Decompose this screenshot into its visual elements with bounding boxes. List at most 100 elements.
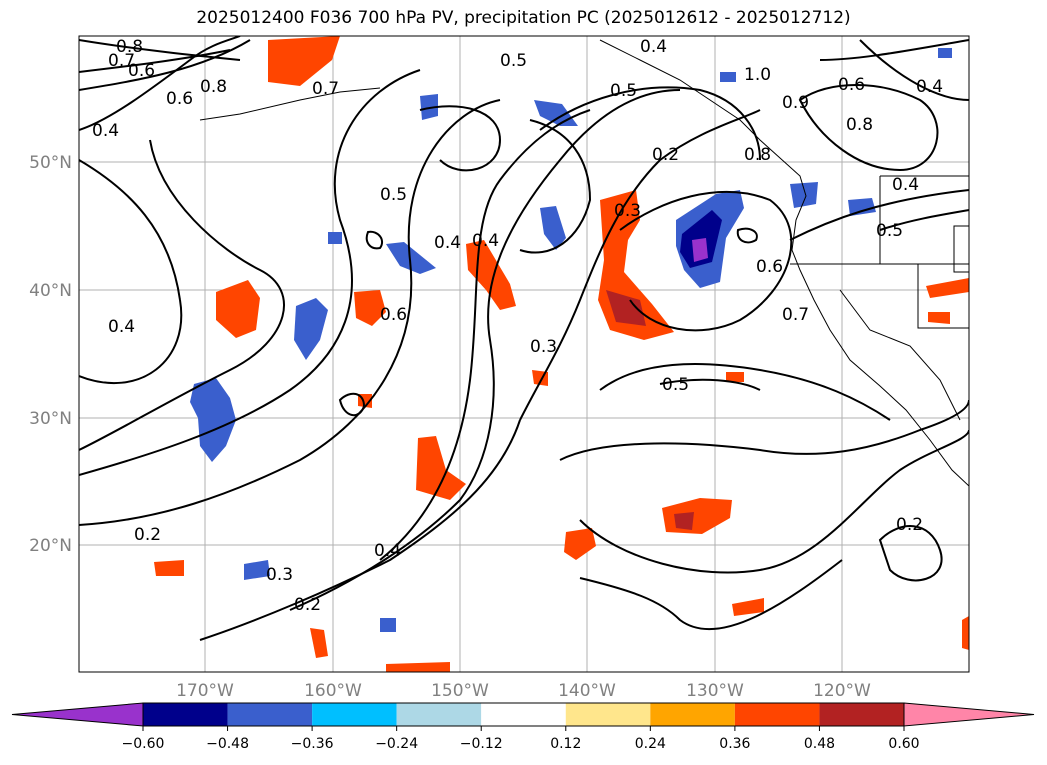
colorbar-segment	[565, 703, 651, 726]
contour-label: 0.7	[312, 79, 339, 99]
contour-label: 0.8	[846, 115, 873, 135]
contour-labels: 0.8 0.7 0.6 0.6 0.8 0.4 0.7 0.5 0.4 0.4 …	[92, 37, 943, 615]
pv-contour	[559, 399, 969, 461]
precip-positive-area	[928, 312, 950, 324]
precip-positive-area	[962, 616, 969, 650]
map-area	[79, 36, 969, 672]
contour-label: 0.6	[166, 89, 193, 109]
colorbar-extend-high	[903, 702, 1035, 727]
pv-contour	[579, 559, 843, 631]
pv-contour	[736, 227, 758, 244]
pv-contour	[599, 363, 891, 421]
pv-contour	[619, 191, 793, 332]
contour-label: 0.4	[434, 233, 461, 253]
colorbar-segment	[819, 703, 904, 726]
colorbar-tick-label: 0.24	[635, 736, 666, 752]
colorbar-tick-label: 0.60	[888, 736, 919, 752]
lon-label: 130°W	[686, 681, 744, 701]
colorbar: −0.60 −0.48 −0.36 −0.24 −0.12 0.12 0.24 0.36 0.4…	[11, 702, 1035, 752]
colorbar-segment	[396, 703, 482, 726]
latitude-labels: 50°N 40°N 30°N 20°N	[29, 153, 72, 556]
lat-label: 20°N	[29, 536, 72, 556]
colorbar-tick-label: 0.36	[719, 736, 750, 752]
precip-positive-area	[732, 598, 764, 616]
contour-label: 0.6	[128, 61, 155, 81]
lon-label: 170°W	[176, 681, 234, 701]
precip-negative-area	[386, 242, 436, 274]
contour-label: 0.6	[838, 75, 865, 95]
precip-negative-area	[294, 298, 328, 360]
contour-label: 0.5	[610, 81, 637, 101]
pv-contour	[79, 36, 241, 131]
contour-label: 0.4	[892, 175, 919, 195]
contour-label: 0.4	[640, 37, 667, 57]
precip-positive-area	[564, 528, 596, 560]
contour-label: 0.4	[374, 541, 401, 561]
contour-label: 0.2	[896, 515, 923, 535]
pv-contour	[338, 392, 366, 416]
pv-contour	[519, 119, 592, 254]
lon-label: 160°W	[304, 681, 362, 701]
colorbar-segment	[227, 703, 313, 726]
pv-contour	[289, 89, 681, 611]
pv-contour	[379, 109, 591, 561]
pv-contour	[819, 39, 969, 61]
contour-label: 0.5	[500, 51, 527, 71]
chart-title: 2025012400 F036 700 hPa PV, precipitatio…	[196, 8, 851, 28]
pv-contour	[579, 429, 969, 574]
contour-label: 0.2	[652, 145, 679, 165]
precip-negative-area	[720, 72, 736, 82]
contour-label: 0.5	[876, 221, 903, 241]
precip-positive-area	[154, 560, 184, 576]
pv-contour	[879, 209, 969, 231]
colorbar-tick-label: −0.12	[460, 736, 503, 752]
lon-label: 140°W	[558, 681, 616, 701]
contour-label: 0.2	[134, 525, 161, 545]
lon-label: 150°W	[431, 681, 489, 701]
precip-positive-area	[606, 290, 646, 326]
precip-negative-area	[692, 238, 708, 262]
contour-label: 0.5	[380, 185, 407, 205]
contour-label: 0.3	[266, 565, 293, 585]
contour-label: 0.3	[530, 337, 557, 357]
colorbar-tick-label: −0.60	[122, 736, 165, 752]
colorbar-segment	[650, 703, 735, 726]
colorbar-extend-low	[11, 702, 144, 727]
precip-negative-area	[190, 378, 236, 462]
colorbar-segment	[143, 703, 228, 726]
pv-contour	[365, 230, 384, 250]
colorbar-segment	[734, 703, 820, 726]
pv-contour	[79, 139, 285, 451]
colorbar-segment	[312, 703, 397, 726]
precip-negative-area	[420, 94, 438, 120]
pv-contour	[798, 84, 939, 172]
contour-label: 0.4	[472, 231, 499, 251]
pv-contour	[789, 189, 969, 241]
contour-label: 0.5	[662, 375, 689, 395]
pv-contour	[199, 419, 521, 641]
contour-label: 0.7	[782, 305, 809, 325]
pv-contour	[79, 49, 231, 73]
pv-contour	[878, 525, 943, 582]
contour-label: 0.9	[782, 93, 809, 113]
precip-positive-area	[354, 290, 386, 326]
contour-label: 0.2	[294, 595, 321, 615]
contour-label: 1.0	[744, 65, 771, 85]
precip-negative-area	[328, 232, 342, 244]
colorbar-tick-label: −0.36	[291, 736, 334, 752]
pv-contour	[659, 378, 761, 391]
precip-negative-area	[380, 618, 396, 632]
contour-label: 0.6	[380, 305, 407, 325]
pv-contour	[419, 105, 502, 172]
colorbar-tick-label: −0.48	[206, 736, 249, 752]
precip-shading	[154, 36, 969, 672]
pv-contours	[79, 36, 969, 641]
precip-positive-area	[386, 662, 450, 672]
contour-label: 0.6	[756, 257, 783, 277]
contour-label: 0.8	[744, 145, 771, 165]
colorbar-tick-label: −0.24	[375, 736, 418, 752]
pv-contour	[79, 99, 501, 526]
precip-negative-area	[790, 182, 818, 208]
precip-positive-area	[674, 512, 694, 530]
